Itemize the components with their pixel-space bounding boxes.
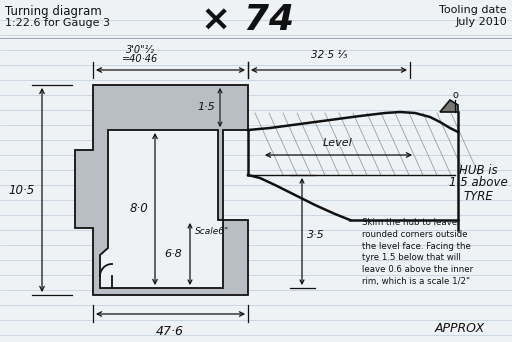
Text: Level: Level <box>323 138 353 148</box>
Text: APPROX: APPROX <box>435 321 485 334</box>
Text: 6·8: 6·8 <box>164 249 182 259</box>
Text: × 74: × 74 <box>201 3 294 37</box>
Text: July 2010: July 2010 <box>455 17 507 27</box>
Text: Scale6": Scale6" <box>195 227 229 237</box>
Text: 47·6: 47·6 <box>156 325 184 338</box>
Text: 1:22.6 for Gauge 3: 1:22.6 for Gauge 3 <box>5 18 110 28</box>
Text: Turning diagram: Turning diagram <box>5 5 102 18</box>
Polygon shape <box>100 130 223 288</box>
Text: 10·5: 10·5 <box>9 184 35 197</box>
Text: Tooling date: Tooling date <box>439 5 507 15</box>
Text: 8·0: 8·0 <box>129 201 148 214</box>
Text: =40·46: =40·46 <box>122 54 158 64</box>
Text: 1.5 above: 1.5 above <box>449 176 507 189</box>
Text: 1·5: 1·5 <box>197 102 215 112</box>
Polygon shape <box>440 100 458 112</box>
Text: 3·5: 3·5 <box>307 230 325 240</box>
Text: HUB is: HUB is <box>459 163 497 176</box>
Polygon shape <box>75 85 248 295</box>
Text: Skim the hub to leave
rounded corners outside
the level face. Facing the
tyre 1.: Skim the hub to leave rounded corners ou… <box>362 218 473 286</box>
Text: TYRE: TYRE <box>463 189 493 202</box>
Text: o: o <box>452 90 458 100</box>
Text: 32·5 ¹⁄₃: 32·5 ¹⁄₃ <box>311 50 347 60</box>
Text: 3'0"¹⁄₂: 3'0"¹⁄₂ <box>125 45 155 55</box>
